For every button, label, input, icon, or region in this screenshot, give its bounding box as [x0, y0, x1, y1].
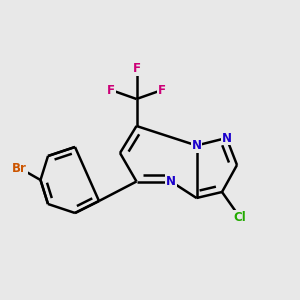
Text: N: N [191, 139, 202, 152]
Text: F: F [133, 62, 140, 76]
Text: F: F [158, 83, 166, 97]
Text: Cl: Cl [234, 211, 246, 224]
Text: F: F [107, 83, 115, 97]
Text: N: N [166, 175, 176, 188]
Text: N: N [221, 131, 232, 145]
Text: Br: Br [12, 161, 27, 175]
